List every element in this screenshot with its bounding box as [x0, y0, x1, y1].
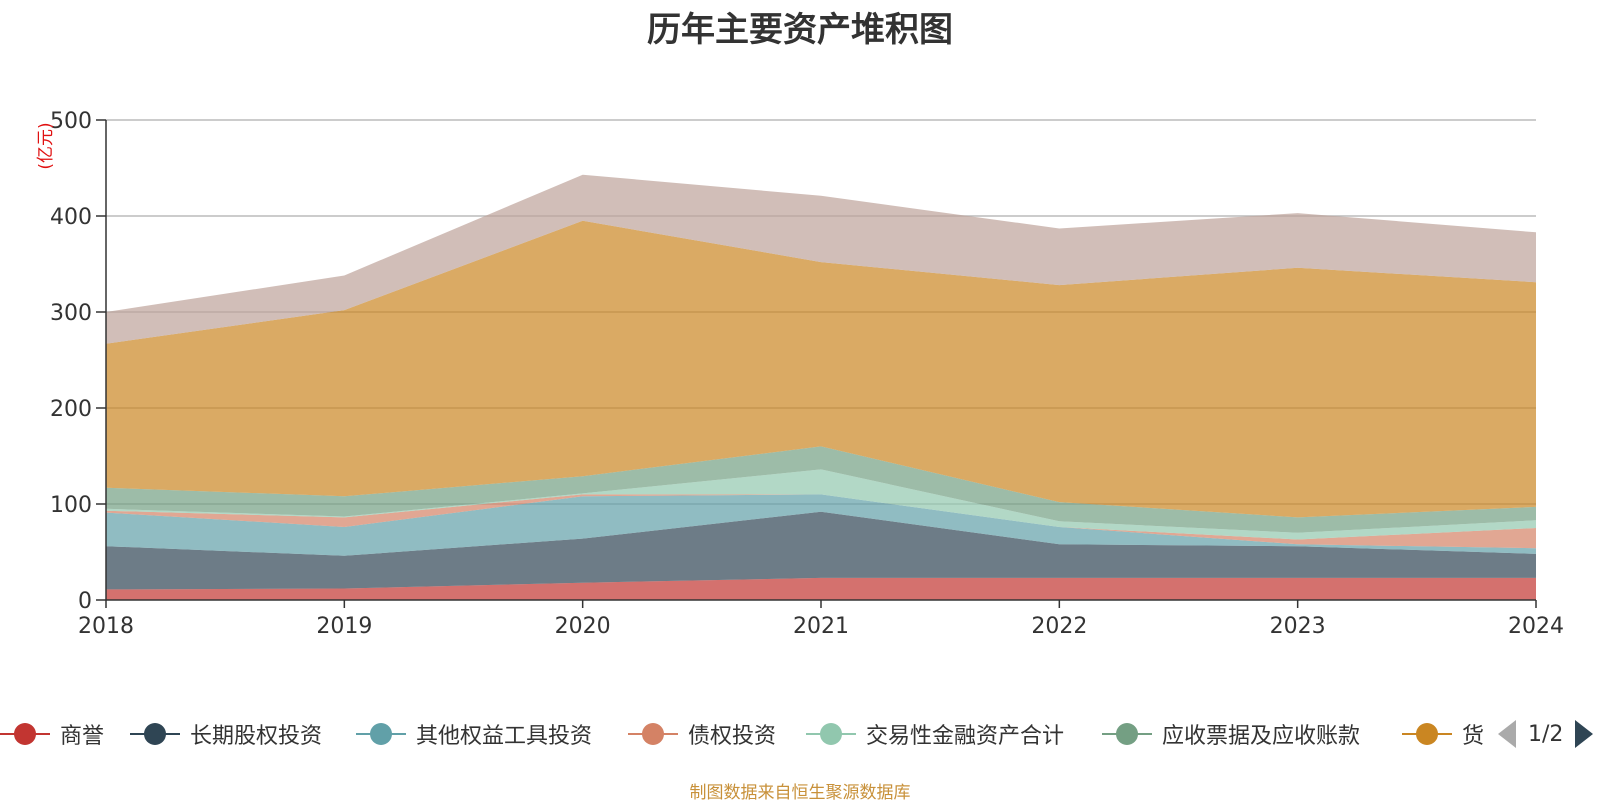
area-series-3 — [106, 494, 1536, 556]
legend-marker-icon — [130, 722, 180, 746]
legend-marker-icon — [0, 722, 50, 746]
y-tick-label: 0 — [78, 589, 92, 614]
legend-label: 长期股权投资 — [190, 724, 323, 749]
area-series-8 — [106, 174, 1536, 344]
tick-labels: 0 100 200 300 400 500 2018 2019 2020 2021 2022 2023… — [36, 109, 1564, 639]
legend-marker-icon — [356, 722, 406, 746]
data-source-note: 制图数据来自恒生聚源数据库 — [689, 783, 911, 803]
area-series-5 — [106, 469, 1536, 540]
area-series-1 — [106, 577, 1536, 600]
legend-marker-icon — [1402, 722, 1452, 746]
legend-page-number: 1/2 — [1528, 721, 1564, 747]
x-tick-label: 2019 — [316, 614, 372, 639]
legend-next-arrow-icon[interactable] — [1575, 720, 1594, 748]
legend-item[interactable]: 商誉 — [0, 716, 104, 752]
legend-label: 商誉 — [60, 724, 105, 749]
legend-marker-icon — [1102, 722, 1152, 746]
x-tick-label: 2020 — [555, 614, 611, 639]
legend: 商誉 长期股权投资 其他权益工具投资 债权投资 交易性金融资产合计 应收票据及应收账款 货 — [0, 716, 1600, 752]
legend-prev-arrow-icon[interactable] — [1498, 720, 1516, 748]
y-tick-label: 300 — [50, 301, 92, 326]
y-tick-label: 400 — [50, 205, 92, 230]
legend-item[interactable]: 债权投资 — [628, 716, 776, 752]
x-tick-label: 2023 — [1270, 614, 1326, 639]
y-axis-unit-label: (亿元) — [36, 122, 56, 169]
legend-label: 债权投资 — [688, 724, 777, 749]
area-series-4 — [106, 494, 1536, 549]
y-tick-label: 500 — [50, 109, 92, 134]
legend-label: 应收票据及应收账款 — [1162, 724, 1361, 749]
x-tick-label: 2022 — [1031, 614, 1087, 639]
area-series-2 — [106, 511, 1536, 590]
chart-title: 历年主要资产堆积图 — [647, 10, 953, 50]
legend-item[interactable]: 应收票据及应收账款 — [1102, 716, 1360, 752]
x-tick-label: 2024 — [1508, 614, 1564, 639]
legend-marker-icon — [628, 722, 678, 746]
legend-item[interactable]: 长期股权投资 — [130, 716, 322, 752]
legend-items: 商誉 长期股权投资 其他权益工具投资 债权投资 交易性金融资产合计 应收票据及应收账款 货 — [0, 716, 1490, 752]
y-tick-label: 100 — [50, 493, 92, 518]
stacked-area-chart: 0 100 200 300 400 500 2018 2019 2020 2021 2022 2023… — [36, 109, 1564, 639]
legend-marker-icon — [806, 722, 856, 746]
legend-pager: 1/2 — [1498, 716, 1594, 752]
x-tick-label: 2021 — [793, 614, 849, 639]
x-tick-label: 2018 — [78, 614, 134, 639]
legend-label: 其他权益工具投资 — [416, 724, 593, 749]
area-series — [106, 174, 1536, 600]
area-series-6 — [106, 446, 1536, 533]
area-series-7 — [106, 220, 1536, 518]
axes — [96, 119, 1537, 608]
legend-item[interactable]: 其他权益工具投资 — [356, 716, 592, 752]
legend-item[interactable]: 交易性金融资产合计 — [806, 716, 1064, 752]
legend-label: 交易性金融资产合计 — [866, 724, 1065, 749]
y-tick-label: 200 — [50, 397, 92, 422]
legend-item[interactable]: 货 — [1402, 716, 1484, 752]
legend-label: 货 — [1462, 724, 1485, 749]
